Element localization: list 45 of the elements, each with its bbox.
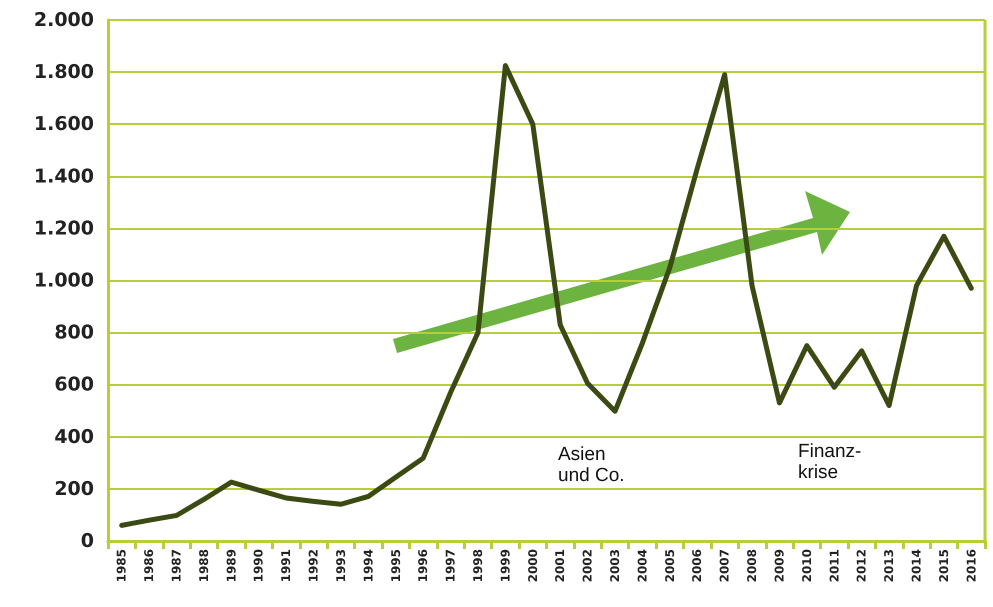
x-tick-label: 1997 <box>444 549 458 582</box>
x-tick-label: 1988 <box>196 549 211 582</box>
y-tick-label: 1.400 <box>34 165 94 188</box>
x-tick-label: 1993 <box>334 549 348 582</box>
annotation: Finanz- krise <box>798 441 862 483</box>
x-tick-label: 2015 <box>936 549 951 582</box>
x-tick-label: 2012 <box>854 549 869 582</box>
x-tick-label: 2013 <box>882 549 896 582</box>
x-tick-label: 2004 <box>635 549 650 582</box>
y-tick-label: 1.200 <box>34 217 94 240</box>
x-tick-label: 1998 <box>470 549 485 582</box>
x-tick-label: 2005 <box>662 549 677 582</box>
x-tick-label: 2006 <box>690 549 704 582</box>
x-tick-label: 2009 <box>772 549 786 582</box>
x-tick-label: 2002 <box>580 549 595 582</box>
y-tick-label: 1.600 <box>34 113 94 136</box>
x-tick-label: 1995 <box>388 549 403 582</box>
x-tick-label: 1994 <box>361 549 376 582</box>
annotation: Asien und Co. <box>558 444 625 486</box>
x-tick-label: 2010 <box>800 549 814 582</box>
x-tick-label: 2003 <box>608 549 622 582</box>
x-tick-label: 2014 <box>909 549 924 582</box>
y-tick-label: 800 <box>54 322 94 344</box>
y-tick-label: 600 <box>54 374 94 396</box>
x-tick-label: 2007 <box>718 549 732 582</box>
y-tick-label: 0 <box>80 530 94 552</box>
x-tick-label: 1987 <box>170 549 184 582</box>
x-tick-label: 2016 <box>964 549 978 582</box>
x-tick-label: 1989 <box>224 549 238 582</box>
x-tick-label: 2008 <box>745 549 760 582</box>
y-tick-label: 400 <box>54 426 94 448</box>
x-tick-label: 1992 <box>306 549 321 582</box>
x-tick-label: 1986 <box>142 549 156 582</box>
x-tick-label: 1996 <box>416 549 430 582</box>
y-tick-label: 200 <box>54 478 94 500</box>
x-tick-label: 1991 <box>279 549 294 582</box>
x-tick-label: 1999 <box>498 549 512 582</box>
x-tick-label: 2011 <box>827 549 842 582</box>
y-tick-label: 1.800 <box>34 61 94 84</box>
x-tick-label: 2001 <box>553 549 568 582</box>
y-tick-label: 1.000 <box>34 270 94 292</box>
x-tick-label: 1990 <box>252 549 266 582</box>
y-tick-label: 2.000 <box>34 9 94 31</box>
x-tick-label: 1985 <box>114 549 129 582</box>
x-tick-label: 2000 <box>526 549 540 582</box>
